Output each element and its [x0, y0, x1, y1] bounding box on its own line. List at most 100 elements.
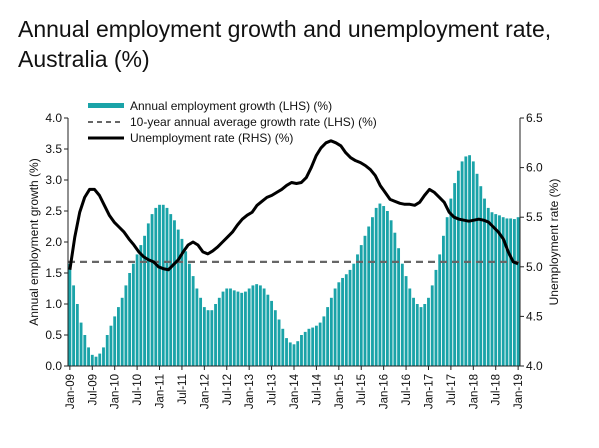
employment-bar — [146, 223, 150, 366]
employment-bar — [501, 217, 505, 366]
x-tick-label: Jan-14 — [289, 373, 301, 409]
employment-bar — [87, 347, 90, 366]
employment-bar — [273, 310, 277, 366]
employment-bar — [124, 285, 128, 366]
employment-bar — [262, 288, 266, 366]
right-tick-label: 4.5 — [526, 309, 543, 323]
employment-bar — [176, 229, 180, 366]
employment-bar — [449, 198, 453, 366]
employment-bar — [169, 214, 173, 366]
employment-bar — [79, 322, 83, 366]
employment-bar — [94, 356, 98, 366]
x-tick-label: Jan-19 — [513, 374, 525, 409]
employment-bar — [266, 294, 270, 366]
employment-bar — [475, 173, 479, 366]
employment-bar — [326, 307, 330, 366]
employment-bar — [277, 319, 281, 366]
employment-bar — [322, 316, 326, 366]
employment-bar — [423, 304, 427, 366]
employment-bar — [285, 338, 288, 366]
legend-bar-swatch — [88, 103, 124, 108]
x-tick-label: Jan-12 — [199, 374, 211, 409]
employment-bar — [247, 288, 251, 366]
tick-labels: 0.0 0.5 1.0 1.5 2.0 2.5 3.0 3.5 4.0 4.0 4.5 5.0 5.5 6… — [45, 111, 543, 409]
employment-bar — [442, 235, 445, 366]
employment-bar — [217, 297, 221, 366]
x-tick-label: Jan-17 — [424, 374, 436, 409]
left-tick-label: 2.0 — [45, 235, 62, 249]
employment-bar — [236, 291, 240, 366]
x-tick-label: Jul-15 — [356, 374, 368, 405]
employment-bar — [311, 327, 315, 366]
employment-bar — [296, 341, 300, 366]
employment-bar — [98, 353, 102, 366]
employment-bar — [120, 297, 124, 366]
x-tick-label: Jan-13 — [244, 374, 256, 409]
employment-bar — [258, 285, 262, 366]
employment-bar — [367, 226, 371, 366]
employment-bar — [131, 263, 135, 366]
employment-bar — [400, 263, 404, 366]
employment-bar — [180, 238, 184, 366]
employment-bar — [427, 297, 430, 366]
employment-bar — [240, 292, 244, 366]
left-axis-label: Annual employment growth (%) — [27, 158, 41, 325]
employment-bar — [199, 297, 203, 366]
employment-bar — [359, 245, 363, 366]
employment-bar — [117, 307, 120, 366]
employment-bar — [445, 217, 449, 366]
employment-bar — [333, 288, 337, 366]
legend-label: 10-year annual average growth rate (LHS)… — [130, 115, 377, 129]
employment-bar — [494, 214, 498, 366]
x-tick-label: Jul-10 — [132, 374, 144, 405]
employment-bar — [490, 212, 494, 366]
employment-bar — [498, 215, 501, 366]
employment-bar — [329, 297, 333, 366]
employment-bar — [113, 316, 117, 366]
employment-bar — [195, 288, 199, 366]
right-axis-label: Unemployment rate (%) — [547, 179, 561, 306]
employment-bar — [374, 207, 378, 366]
employment-bar — [206, 310, 210, 366]
employment-bar — [415, 304, 419, 366]
employment-bar — [404, 276, 408, 366]
employment-bar — [341, 277, 344, 366]
employment-bar — [348, 269, 352, 366]
right-tick-label: 5.0 — [526, 260, 543, 274]
employment-bar — [378, 203, 382, 366]
employment-bar — [210, 310, 214, 366]
employment-bar — [244, 291, 247, 366]
employment-bar — [456, 170, 460, 366]
employment-bar — [187, 263, 191, 366]
employment-bar — [214, 304, 217, 366]
employment-bar — [356, 254, 359, 366]
employment-bar — [468, 155, 471, 366]
employment-bar — [430, 285, 434, 366]
employment-bar — [318, 322, 322, 366]
x-tick-label: Jul-17 — [446, 374, 458, 405]
employment-bar — [270, 300, 274, 366]
employment-bar — [109, 325, 113, 366]
right-tick-label: 5.5 — [526, 210, 543, 224]
employment-bar — [479, 186, 483, 366]
employment-bar — [486, 207, 490, 366]
employment-bar — [363, 235, 367, 366]
unemployment-rate-line — [68, 139, 519, 272]
employment-bar — [453, 183, 457, 366]
employment-bar — [165, 207, 169, 366]
legend-label: Annual employment growth (LHS) (%) — [130, 99, 332, 113]
employment-bar — [83, 335, 87, 366]
employment-bar — [292, 344, 296, 366]
x-tick-label: Jul-16 — [401, 374, 413, 405]
employment-bar — [483, 198, 486, 366]
x-tick-label: Jan-09 — [65, 374, 77, 409]
right-tick-label: 4.0 — [526, 359, 543, 373]
employment-bar — [161, 204, 165, 366]
employment-bar — [303, 331, 307, 366]
employment-bar — [397, 248, 401, 366]
x-tick-label: Jul-14 — [311, 373, 323, 405]
employment-bar — [344, 274, 348, 366]
employment-bar — [251, 285, 255, 366]
employment-bar — [460, 161, 464, 366]
left-tick-label: 0.0 — [45, 359, 62, 373]
